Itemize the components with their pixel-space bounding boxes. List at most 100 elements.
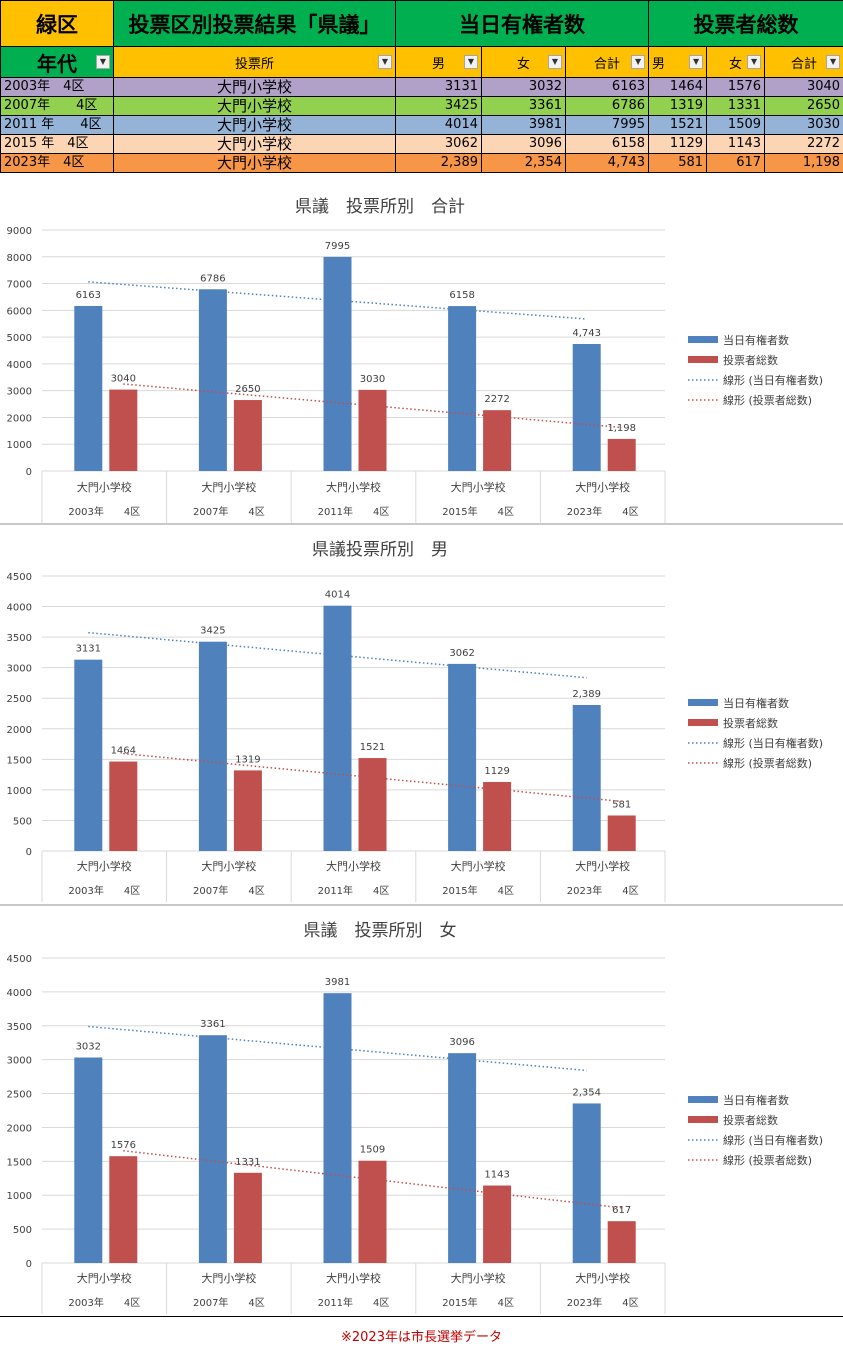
voters-male-cell[interactable]: 1464 — [648, 77, 708, 97]
data-label: 1464 — [111, 746, 136, 757]
year-cell[interactable]: 2023年 4区 — [0, 153, 114, 173]
electors-bar — [448, 1053, 477, 1263]
filter-dropdown-icon[interactable]: ▼ — [689, 55, 704, 69]
filter-dropdown-icon[interactable]: ▼ — [96, 55, 110, 69]
electors-total-cell[interactable]: 6786 — [564, 96, 650, 116]
electors-male-cell[interactable]: 3131 — [395, 77, 482, 97]
filter-dropdown-icon[interactable]: ▼ — [464, 55, 478, 69]
table-row: 2003年 4区 大門小学校 3131 3032 6163 1464 1576 3040 — [0, 77, 843, 97]
voters-total-header[interactable]: 合計 ▼ — [764, 46, 843, 78]
electors-female-cell[interactable]: 3032 — [481, 77, 566, 97]
electors-male-cell[interactable]: 3425 — [395, 96, 482, 116]
voters-male-cell[interactable]: 1521 — [648, 115, 708, 135]
voters-total-cell[interactable]: 1,198 — [764, 153, 843, 173]
voters-male-cell[interactable]: 1319 — [648, 96, 708, 116]
ward-cell[interactable]: 緑区 — [0, 0, 114, 47]
voters-male-header[interactable]: 男 ▼ — [648, 46, 708, 78]
voters-female-cell[interactable]: 1509 — [706, 115, 766, 135]
year-cell[interactable]: 2011 年 4区 — [0, 115, 114, 135]
x-category-label: 大門小学校 — [201, 1271, 256, 1285]
y-tick-label: 4000 — [7, 988, 32, 999]
voters-total-cell[interactable]: 3030 — [764, 115, 843, 135]
station-column-header[interactable]: 投票所 ▼ — [113, 46, 396, 78]
voters-total-cell[interactable]: 3040 — [764, 77, 843, 97]
y-tick-label: 1500 — [7, 755, 32, 766]
station-cell[interactable]: 大門小学校 — [113, 153, 396, 173]
filter-dropdown-icon[interactable]: ▼ — [548, 55, 562, 69]
electors-bar — [74, 659, 103, 851]
year-header-label: 年代 — [37, 51, 77, 76]
legend-label: 投票者総数 — [723, 716, 778, 730]
chart-divider — [0, 904, 843, 906]
year-cell[interactable]: 2015 年 4区 — [0, 134, 114, 154]
electors-female-cell[interactable]: 3981 — [481, 115, 566, 135]
electors-female-cell[interactable]: 3361 — [481, 96, 566, 116]
filter-dropdown-icon[interactable]: ▼ — [826, 55, 841, 69]
station-cell[interactable]: 大門小学校 — [113, 96, 396, 116]
filter-dropdown-icon[interactable]: ▼ — [631, 55, 646, 69]
x-group-label: 2011年 4区 — [318, 505, 390, 518]
header-label: 女 — [729, 56, 743, 72]
electors-total-cell[interactable]: 6163 — [564, 77, 650, 97]
electors-female-header[interactable]: 女 ▼ — [481, 46, 566, 78]
year-cell[interactable]: 2007年 4区 — [0, 96, 114, 116]
filter-active-icon[interactable]: ▼ — [378, 55, 392, 69]
data-label: 3981 — [325, 977, 350, 988]
chart-female-svg: 県議 投票所別 女 0 500 1000 1500 2000 2500 3000 3500 400… — [7, 921, 823, 1314]
voters-female-header[interactable]: 女 ▼ — [706, 46, 766, 78]
x-group-label: 2023年 4区 — [567, 1296, 639, 1309]
electors-total-cell[interactable]: 7995 — [564, 115, 650, 135]
data-label: 1143 — [484, 1170, 509, 1181]
voters-male-cell[interactable]: 581 — [648, 153, 708, 173]
spreadsheet-table-area: 緑区 投票区別投票結果「県議」 当日有権者数 投票者総数 年代 ▼ 投票所 ▼ … — [0, 0, 843, 173]
electors-bar — [448, 663, 477, 851]
voters-female-cell[interactable]: 617 — [706, 153, 766, 173]
legend-label: 線形 (当日有権者数) — [723, 1133, 823, 1147]
data-label: 617 — [612, 1205, 631, 1216]
chart-total[interactable]: 県議 投票所別 合計 0 1000 2000 3000 4000 5000 6000 7000 8… — [0, 184, 843, 524]
voters-female-cell[interactable]: 1576 — [706, 77, 766, 97]
voters-female-cell[interactable]: 1143 — [706, 134, 766, 154]
voters-group-header[interactable]: 投票者総数 — [648, 0, 843, 47]
x-group-label: 2011年 4区 — [318, 1296, 390, 1309]
voters-total-cell[interactable]: 2272 — [764, 134, 843, 154]
station-cell[interactable]: 大門小学校 — [113, 134, 396, 154]
electors-total-header[interactable]: 合計 ▼ — [564, 46, 650, 78]
electors-bar — [448, 306, 477, 471]
footnote: ※2023年は市長選挙データ — [341, 1330, 502, 1345]
voters-total-cell[interactable]: 2650 — [764, 96, 843, 116]
electors-male-header[interactable]: 男 ▼ — [395, 46, 482, 78]
electors-male-cell[interactable]: 3062 — [395, 134, 482, 154]
electors-total-cell[interactable]: 6158 — [564, 134, 650, 154]
y-tick-label: 3000 — [7, 1056, 32, 1067]
y-tick-label: 3000 — [7, 387, 32, 398]
chart-female[interactable]: 県議 投票所別 女 0 500 1000 1500 2000 2500 3000 3500 400… — [0, 907, 843, 1314]
filter-dropdown-icon[interactable]: ▼ — [747, 55, 762, 69]
electors-total-cell[interactable]: 4,743 — [564, 153, 650, 173]
electors-male-cell[interactable]: 2,389 — [395, 153, 482, 173]
x-category-label: 大門小学校 — [575, 1271, 630, 1285]
chart-title: 県議 投票所別 合計 — [295, 197, 465, 217]
x-group-label: 2003年 4区 — [68, 505, 140, 518]
station-cell[interactable]: 大門小学校 — [113, 77, 396, 97]
y-tick-label: 7000 — [7, 280, 32, 291]
chart-male[interactable]: 県議投票所別 男 0 500 1000 1500 2000 2500 3000 3500 4000… — [0, 526, 843, 902]
table-title-cell[interactable]: 投票区別投票結果「県議」 — [113, 0, 396, 47]
voters-bar — [233, 1172, 262, 1263]
y-tick-label: 6000 — [7, 306, 32, 317]
legend-label: 当日有権者数 — [723, 333, 789, 347]
y-tick-label: 3500 — [7, 1022, 32, 1033]
electors-female-cell[interactable]: 2,354 — [481, 153, 566, 173]
header-label: 合計 — [791, 56, 818, 72]
station-cell[interactable]: 大門小学校 — [113, 115, 396, 135]
electors-group-header[interactable]: 当日有権者数 — [394, 0, 650, 47]
header-label: 男 — [431, 56, 445, 72]
voters-male-cell[interactable]: 1129 — [648, 134, 708, 154]
electors-female-cell[interactable]: 3096 — [481, 134, 566, 154]
voters-female-cell[interactable]: 1331 — [706, 96, 766, 116]
year-cell[interactable]: 2003年 4区 — [0, 77, 114, 97]
electors-male-cell[interactable]: 4014 — [395, 115, 482, 135]
table-title-row: 緑区 投票区別投票結果「県議」 当日有権者数 投票者総数 — [0, 0, 843, 47]
x-category-label: 大門小学校 — [201, 480, 256, 494]
year-column-header[interactable]: 年代 ▼ — [0, 46, 114, 78]
